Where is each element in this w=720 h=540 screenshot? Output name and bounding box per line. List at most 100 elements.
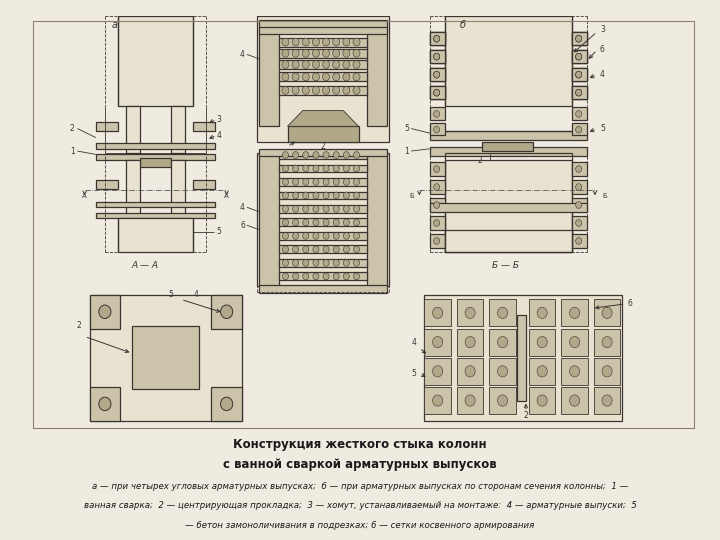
Text: 5: 5 [412, 369, 416, 378]
Circle shape [302, 206, 309, 212]
Circle shape [292, 49, 300, 57]
Circle shape [333, 273, 339, 280]
Bar [279, 49, 366, 58]
Text: Б: Б [602, 193, 607, 199]
Circle shape [292, 273, 299, 280]
Circle shape [313, 165, 319, 172]
Bar [430, 68, 445, 82]
Bar [96, 180, 118, 189]
Bar [490, 299, 516, 326]
Circle shape [323, 152, 329, 158]
Bar [425, 299, 451, 326]
Bar [90, 295, 120, 329]
Bar [490, 387, 516, 414]
Circle shape [576, 238, 582, 244]
Bar [90, 387, 120, 421]
Circle shape [354, 219, 359, 226]
Circle shape [498, 307, 508, 319]
Bar [430, 107, 445, 119]
Circle shape [433, 307, 443, 319]
Circle shape [433, 89, 440, 96]
Circle shape [333, 233, 339, 239]
Circle shape [333, 246, 339, 253]
Circle shape [433, 89, 440, 96]
Circle shape [354, 165, 359, 172]
Bar [279, 232, 366, 240]
Circle shape [302, 60, 310, 69]
Bar [430, 131, 587, 140]
Bar [96, 154, 215, 160]
Circle shape [570, 366, 580, 377]
Bar [430, 234, 445, 248]
Bar [572, 86, 587, 99]
Circle shape [465, 395, 475, 406]
Circle shape [343, 73, 350, 81]
Bar [171, 106, 185, 153]
Circle shape [433, 220, 440, 226]
Bar [279, 192, 366, 199]
Circle shape [433, 184, 440, 191]
Bar [562, 329, 588, 355]
Bar [366, 153, 387, 286]
Bar [259, 149, 387, 156]
Circle shape [433, 35, 440, 42]
Circle shape [302, 165, 309, 172]
Text: 5: 5 [168, 291, 174, 299]
Bar [529, 329, 555, 355]
Circle shape [343, 233, 349, 239]
Bar [457, 299, 483, 326]
Text: 2: 2 [320, 142, 325, 151]
Circle shape [99, 305, 111, 319]
Circle shape [333, 86, 340, 94]
Bar [90, 295, 242, 421]
Circle shape [333, 165, 339, 172]
Text: а: а [112, 20, 118, 30]
Circle shape [353, 73, 360, 81]
Text: 4: 4 [240, 50, 245, 59]
Text: Конструкция жесткого стыка колонн: Конструкция жесткого стыка колонн [233, 438, 487, 451]
Text: Б — Б: Б — Б [492, 261, 519, 270]
Text: 5: 5 [405, 124, 409, 133]
Circle shape [433, 395, 443, 406]
Bar [118, 219, 193, 252]
Bar [193, 180, 215, 189]
Bar [529, 299, 555, 326]
Text: а — при четырех угловых арматурных выпусках;  б — при арматурных выпусках по сто: а — при четырех угловых арматурных выпус… [92, 482, 628, 491]
Bar [279, 151, 366, 159]
Circle shape [282, 86, 289, 94]
Bar [212, 295, 242, 329]
Circle shape [498, 366, 508, 377]
Text: A: A [224, 193, 229, 199]
Circle shape [312, 73, 320, 81]
Circle shape [302, 233, 309, 239]
Text: 2: 2 [523, 410, 528, 420]
Bar [572, 86, 587, 99]
Bar [430, 50, 445, 63]
Circle shape [354, 192, 359, 199]
Circle shape [302, 179, 309, 185]
Bar [279, 72, 366, 82]
Circle shape [323, 206, 329, 212]
Circle shape [343, 260, 349, 266]
Bar [517, 315, 526, 401]
Circle shape [576, 35, 582, 42]
Bar [430, 32, 445, 45]
Circle shape [302, 260, 309, 266]
Circle shape [433, 71, 440, 78]
Bar [482, 142, 533, 151]
Circle shape [343, 86, 350, 94]
Text: А — А: А — А [132, 261, 159, 270]
Circle shape [433, 71, 440, 78]
Bar [430, 68, 445, 82]
Text: 1: 1 [70, 146, 74, 156]
Circle shape [576, 53, 582, 60]
Bar [572, 163, 587, 176]
Bar [594, 329, 621, 355]
Bar [279, 60, 366, 69]
Circle shape [323, 192, 329, 199]
Bar [257, 153, 389, 286]
Circle shape [99, 397, 111, 410]
Circle shape [282, 273, 289, 280]
Circle shape [354, 179, 359, 185]
Circle shape [537, 336, 547, 348]
